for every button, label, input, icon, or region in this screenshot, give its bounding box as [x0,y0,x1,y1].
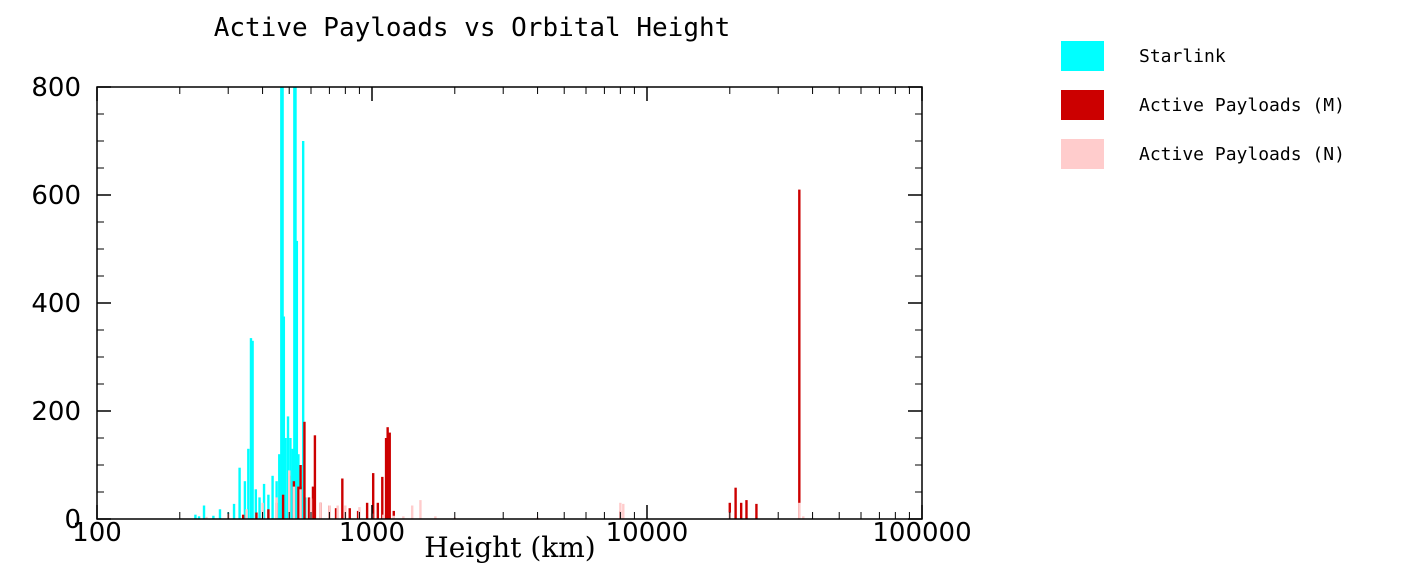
bar-0-3 [212,515,215,519]
bar-1-18 [348,508,351,519]
bar-2-27 [802,516,805,519]
bar-0-23 [286,416,290,519]
y-tick-label: 0 [64,505,81,535]
series-0 [194,87,307,519]
bar-2-6 [292,486,296,519]
bar-2-24 [622,503,625,519]
bar-1-3 [267,509,270,519]
tick-labels-layer: 100 1000 10000 100000 0 200 400 600 800 [31,73,971,548]
legend-swatch [1061,41,1104,71]
bar-2-17 [402,516,405,519]
bar-2-5 [288,470,291,519]
chart-title: Active Payloads vs Orbital Height [214,13,731,43]
bar-0-12 [254,489,258,519]
bar-0-0 [194,514,197,519]
bar-1-13 [313,435,317,519]
bar-2-20 [434,516,437,519]
bar-1-5 [281,494,285,519]
bar-1-33 [755,503,758,519]
bar-1-2 [255,512,258,519]
bar-2-26 [798,502,801,519]
bar-1-30 [734,487,737,519]
bar-0-2 [202,505,206,519]
legend: Starlink Active Payloads (M) Active Payloa… [1061,41,1345,169]
bar-2-8 [309,498,313,519]
bar-2-9 [319,502,322,519]
bar-0-10 [249,338,253,519]
bar-1-25 [386,427,389,519]
bar-0-15 [267,494,270,519]
bar-0-4 [218,509,222,519]
bar-0-28 [295,240,299,519]
bar-0-20 [281,87,284,519]
bar-2-16 [392,515,395,519]
bar-2-15 [382,514,385,519]
legend-label: Active Payloads (M) [1139,95,1345,116]
bar-0-27 [294,87,297,519]
bar-1-24 [384,438,388,519]
bar-1-12 [311,486,315,519]
y-tick-label: 200 [31,397,81,427]
bar-0-18 [278,454,281,519]
bar-1-11 [307,497,311,519]
bar-1-34 [798,189,801,519]
bar-1-20 [365,502,369,519]
legend-swatch [1061,90,1104,120]
legend-label: Starlink [1139,46,1226,67]
bar-1-21 [371,473,375,519]
x-tick-label: 100 [72,518,122,548]
bar-2-3 [261,502,264,519]
bar-0-19 [280,87,283,519]
bar-2-7 [299,489,302,519]
bar-0-13 [258,497,261,519]
legend-label: Active Payloads (N) [1139,144,1345,165]
bar-2-2 [245,509,248,519]
y-tick-label: 400 [31,289,81,319]
series-1 [227,189,801,519]
bar-0-21 [282,316,286,519]
bar-1-16 [334,508,338,519]
bar-0-11 [251,340,254,519]
bar-0-14 [262,483,266,519]
bar-1-26 [388,432,391,519]
bar-1-29 [728,502,731,519]
bar-1-8 [297,486,300,519]
bars-layer [194,87,805,519]
bar-2-0 [205,516,208,519]
ticks-layer [96,86,923,520]
bar-0-9 [247,448,250,519]
bar-1-10 [303,421,306,519]
bar-0-32 [301,141,305,519]
bar-1-27 [392,510,395,519]
x-tick-label: 1000 [339,518,405,548]
y-tick-label: 800 [31,73,81,103]
bar-2-11 [336,505,339,519]
bar-1-17 [341,478,344,519]
bar-0-1 [197,516,201,519]
bar-1-1 [241,514,245,519]
bar-2-23 [619,502,622,519]
bar-0-8 [243,481,247,519]
bar-0-22 [284,438,287,519]
bar-1-23 [381,476,384,519]
bar-0-6 [232,503,236,519]
bar-2-18 [410,505,414,519]
bar-2-4 [275,497,278,519]
x-tick-label: 100000 [872,518,971,548]
bar-0-16 [271,475,274,519]
bar-1-22 [376,502,380,519]
bar-2-19 [419,500,422,519]
x-axis-label: Height (km) [424,531,595,564]
bar-1-31 [739,502,743,519]
bar-1-32 [745,500,748,519]
x-tick-label: 10000 [606,518,689,548]
bar-0-7 [238,467,241,519]
y-tick-label: 600 [31,181,81,211]
legend-swatch [1061,139,1104,169]
bar-1-19 [356,510,360,519]
